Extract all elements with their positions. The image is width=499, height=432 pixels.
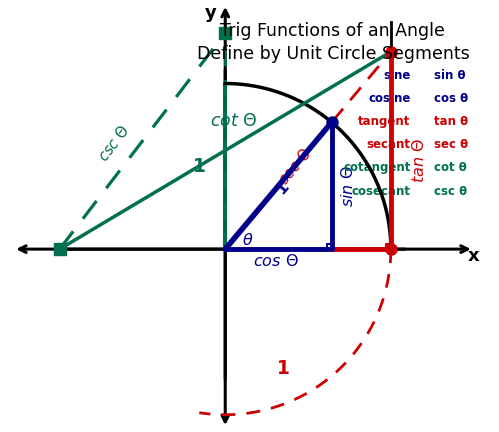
Text: sin θ: sin θ <box>434 69 466 82</box>
Text: $\theta$: $\theta$ <box>242 232 253 248</box>
Text: $sec\ \Theta$: $sec\ \Theta$ <box>275 145 314 187</box>
Text: secant: secant <box>367 138 411 151</box>
Text: x: x <box>468 247 480 265</box>
Text: cos θ: cos θ <box>434 92 468 105</box>
Text: sec θ: sec θ <box>434 138 468 151</box>
Text: $csc\ \Theta$: $csc\ \Theta$ <box>95 122 133 165</box>
Text: tan θ: tan θ <box>434 115 468 128</box>
Text: cosecant: cosecant <box>352 184 411 198</box>
Text: cosine: cosine <box>368 92 411 105</box>
Text: Trig Functions of an Angle
Define by Unit Circle Segments: Trig Functions of an Angle Define by Uni… <box>197 22 469 63</box>
Text: csc θ: csc θ <box>434 184 467 198</box>
Text: $tan\ \Theta$: $tan\ \Theta$ <box>411 138 427 183</box>
Text: $sin\ \Theta$: $sin\ \Theta$ <box>340 165 356 206</box>
Text: cotangent: cotangent <box>343 162 411 175</box>
Text: 1: 1 <box>193 157 206 176</box>
Text: $cot\ \Theta$: $cot\ \Theta$ <box>210 112 257 130</box>
Text: 1: 1 <box>277 359 289 378</box>
Text: cot θ: cot θ <box>434 162 467 175</box>
Text: $cos\ \Theta$: $cos\ \Theta$ <box>253 253 299 269</box>
Text: 1: 1 <box>272 179 291 197</box>
Text: sine: sine <box>383 69 411 82</box>
Text: y: y <box>205 4 217 22</box>
Text: tangent: tangent <box>358 115 411 128</box>
